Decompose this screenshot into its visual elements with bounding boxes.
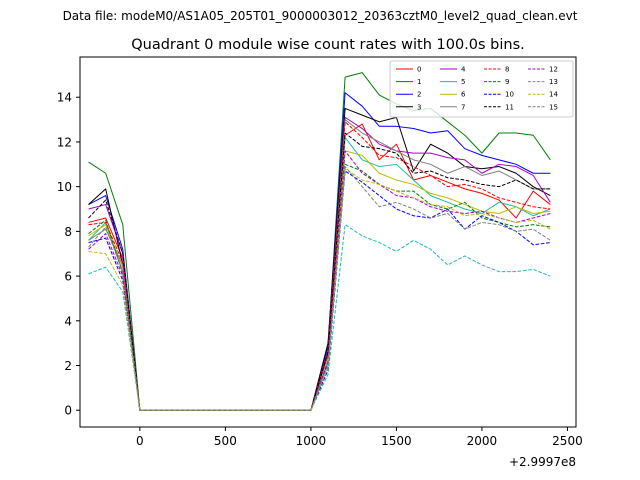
legend-label-15: 15 (549, 103, 558, 111)
y-tick-label: 12 (57, 135, 72, 149)
legend-label-4: 4 (461, 66, 466, 74)
data-file-label: Data file: modeM0/AS1A05_205T01_90000030… (63, 9, 578, 23)
legend-label-6: 6 (461, 91, 466, 99)
plot-lines (88, 72, 551, 411)
chart-title: Quadrant 0 module wise count rates with … (131, 37, 525, 53)
legend-label-2: 2 (417, 91, 421, 99)
x-tick-label: 2000 (467, 434, 498, 448)
x-tick-label: 0 (136, 434, 144, 448)
legend-label-11: 11 (505, 103, 514, 111)
y-tick-label: 0 (64, 404, 72, 418)
legend-label-0: 0 (417, 66, 421, 74)
y-tick-label: 8 (64, 225, 72, 239)
legend-label-12: 12 (549, 66, 558, 74)
legend-label-9: 9 (505, 78, 509, 86)
legend-label-1: 1 (417, 78, 421, 86)
y-tick-label: 6 (64, 270, 72, 284)
x-offset-label: +2.9997e8 (509, 455, 576, 469)
legend-label-7: 7 (461, 103, 465, 111)
series-line-15 (88, 166, 551, 411)
plot-frame (79, 56, 577, 428)
y-tick-label: 4 (64, 314, 72, 328)
x-tick-label: 500 (214, 434, 237, 448)
y-tick-label: 14 (57, 91, 72, 105)
x-tick-label: 2500 (552, 434, 583, 448)
legend-label-14: 14 (549, 91, 558, 99)
legend-label-10: 10 (505, 91, 514, 99)
y-tick-label: 10 (57, 180, 72, 194)
x-tick-label: 1000 (296, 434, 327, 448)
legend-label-5: 5 (461, 78, 465, 86)
legend-label-3: 3 (417, 103, 421, 111)
legend-label-8: 8 (505, 66, 509, 74)
x-tick-label: 1500 (381, 434, 412, 448)
legend-label-13: 13 (549, 78, 558, 86)
series-line-11 (88, 132, 551, 411)
y-tick-label: 2 (64, 359, 72, 373)
ticks: 0 500 1000 1500 2000 2500 0 2 4 6 8 10 12 14 (57, 91, 583, 448)
legend-box (389, 60, 574, 118)
